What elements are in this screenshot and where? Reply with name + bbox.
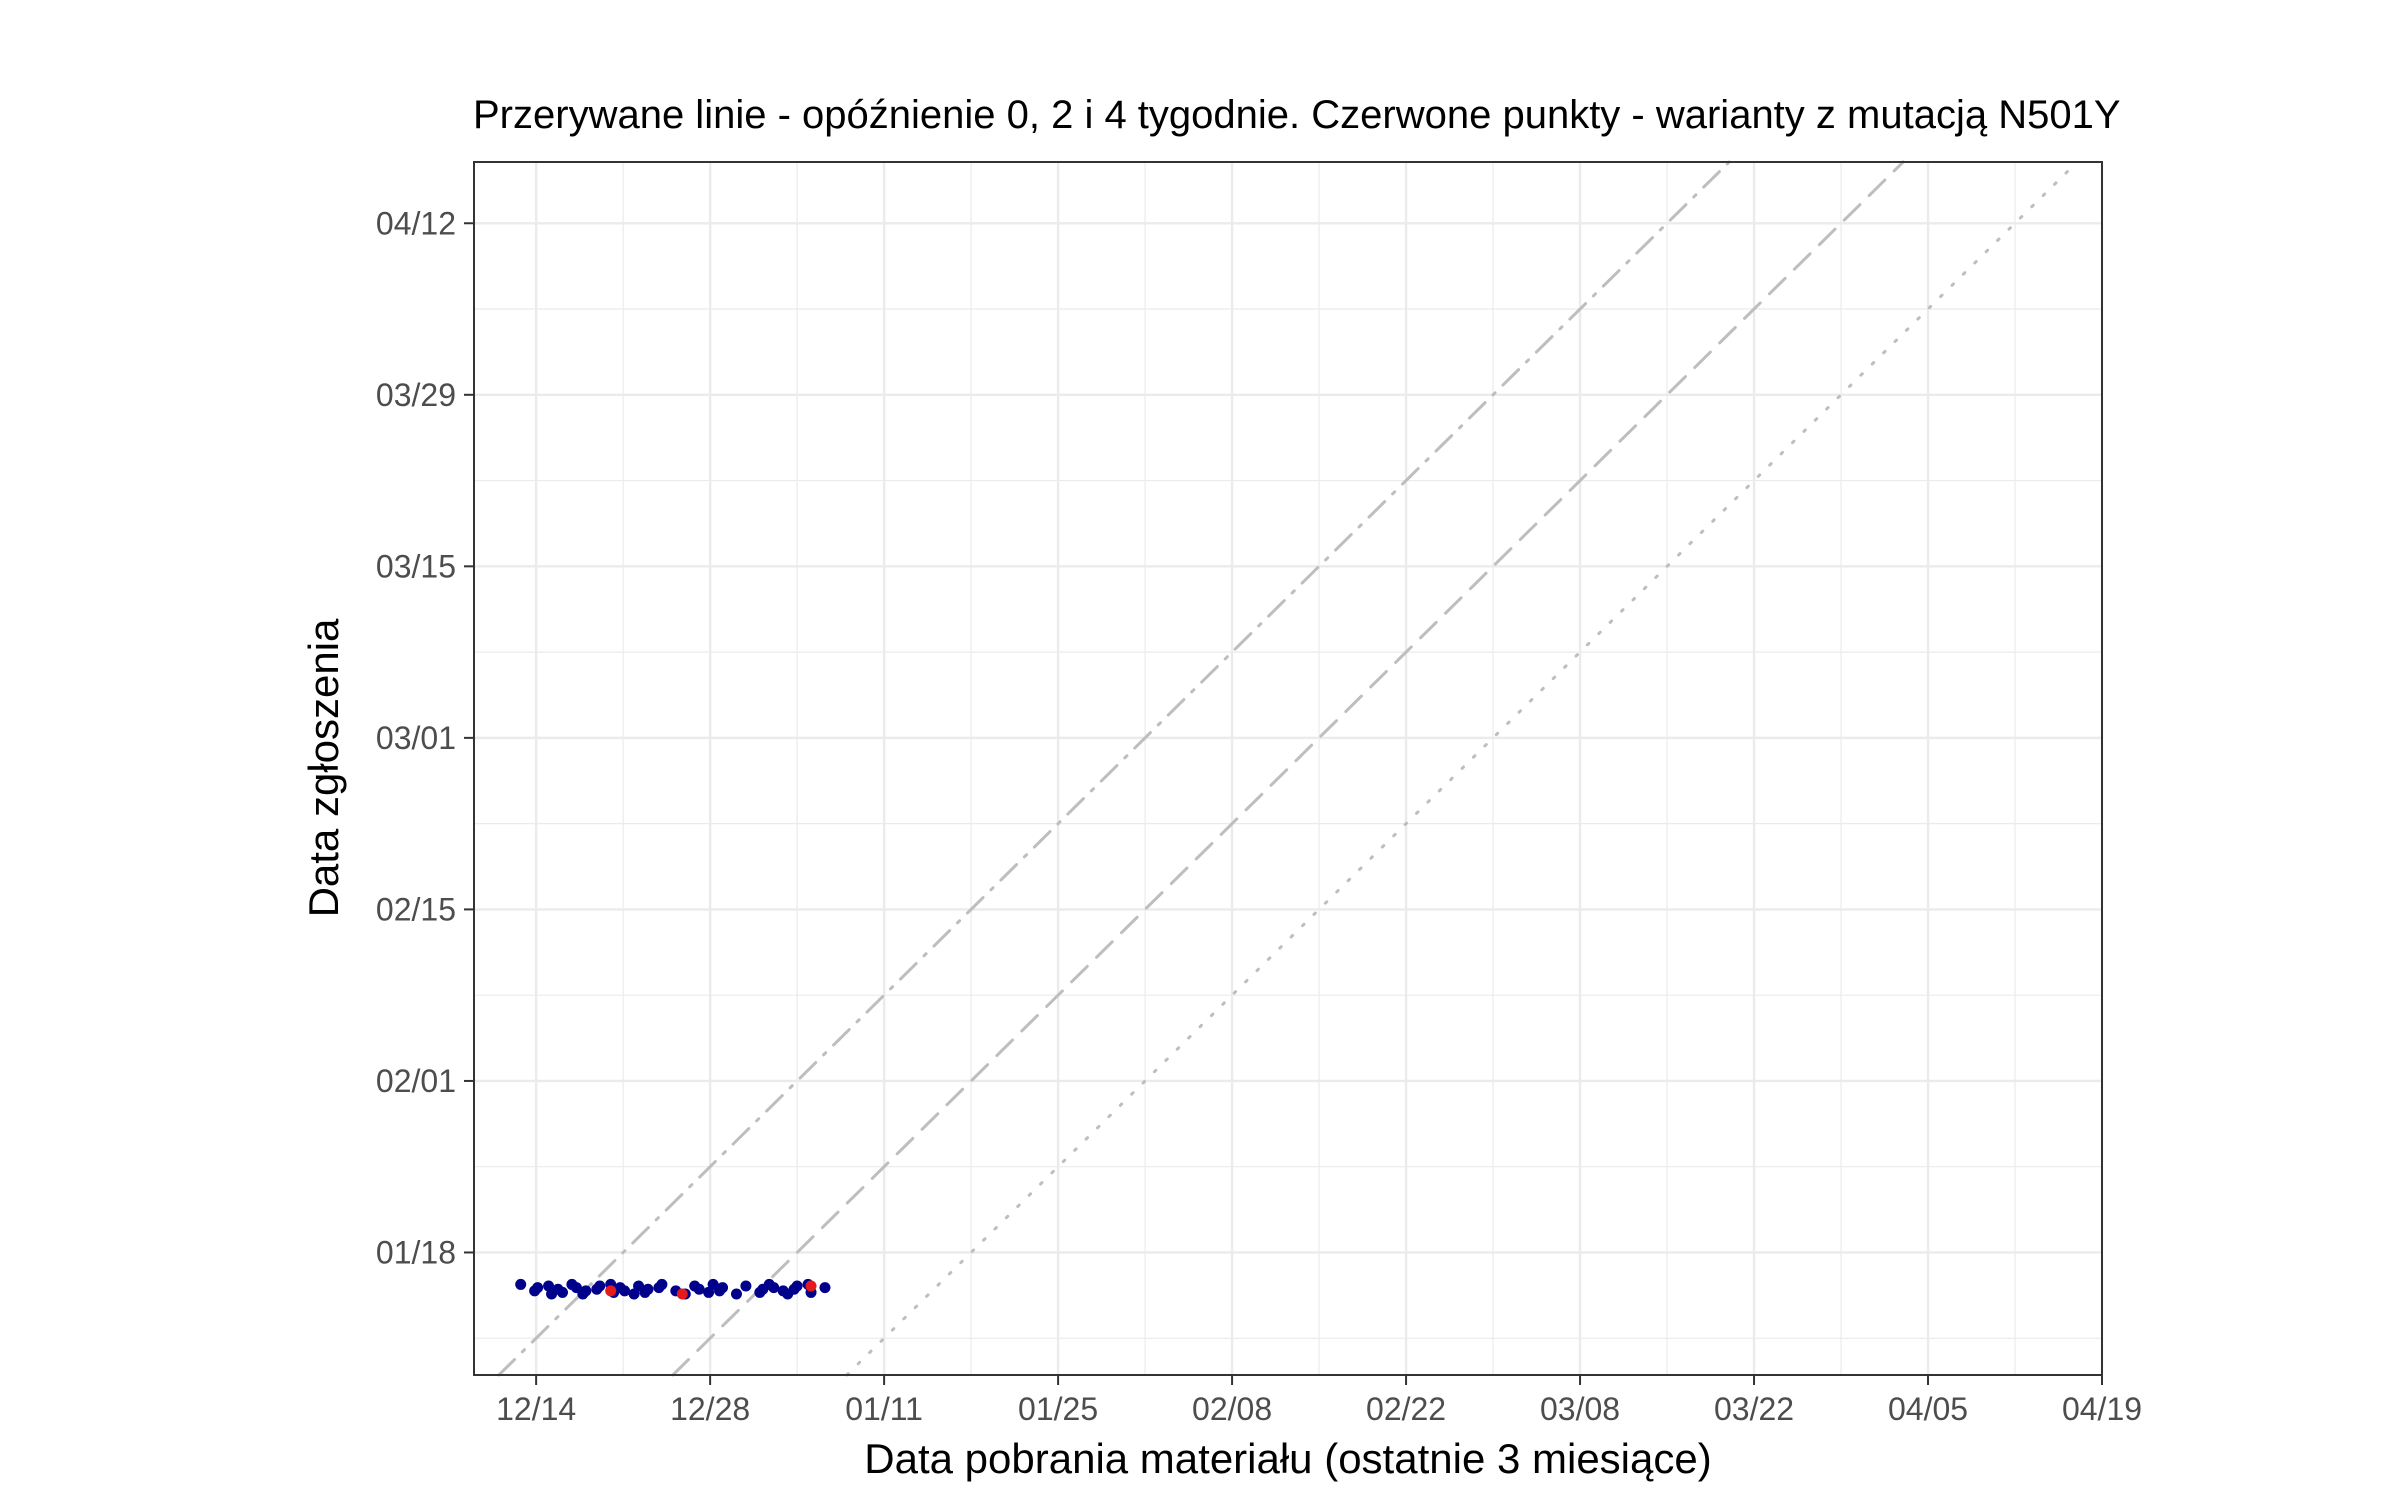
- data-point: [577, 1288, 589, 1300]
- data-point: [788, 1283, 800, 1295]
- minor-gridlines: [474, 162, 2102, 1375]
- x-tick-label: 12/28: [670, 1391, 750, 1427]
- y-tick-label: 03/29: [376, 377, 456, 413]
- data-point: [703, 1286, 715, 1298]
- delay-reference-lines: [497, 160, 2079, 1377]
- data-point: [529, 1285, 541, 1297]
- reference-line-4-weeks: [497, 160, 1731, 1377]
- y-axis-ticks: 01/18 02/01 02/15 03/01 03/15 03/29 04/12: [376, 205, 474, 1270]
- plot-border: [473, 161, 2103, 1376]
- x-tick-label: 01/25: [1018, 1391, 1098, 1427]
- data-point: [556, 1286, 568, 1298]
- data-point: [619, 1285, 631, 1297]
- data-point: [639, 1286, 651, 1298]
- reference-line-0-weeks: [845, 160, 2079, 1377]
- data-point: [653, 1282, 665, 1294]
- reference-line-2-weeks: [671, 160, 1905, 1377]
- x-tick-label: 02/08: [1192, 1391, 1272, 1427]
- y-tick-label: 02/15: [376, 891, 456, 927]
- x-tick-label: 03/22: [1714, 1391, 1794, 1427]
- data-point: [676, 1288, 688, 1300]
- x-tick-label: 04/05: [1888, 1391, 1968, 1427]
- data-point: [805, 1280, 817, 1292]
- x-axis-ticks: 12/14 12/28 01/11 01/25 02/08 02/22 03/08 03/22…: [496, 1375, 2142, 1427]
- data-points: [515, 1278, 831, 1300]
- x-tick-label: 02/22: [1366, 1391, 1446, 1427]
- x-axis-title: Data pobrania materiału (ostatnie 3 mies…: [864, 1435, 1711, 1482]
- y-tick-label: 01/18: [376, 1234, 456, 1270]
- x-tick-label: 04/19: [2062, 1391, 2142, 1427]
- data-point: [591, 1283, 603, 1295]
- data-point: [605, 1285, 617, 1297]
- data-point: [819, 1282, 831, 1294]
- data-point: [768, 1282, 780, 1294]
- x-tick-label: 12/14: [496, 1391, 576, 1427]
- data-point: [628, 1288, 640, 1300]
- y-tick-label: 03/01: [376, 720, 456, 756]
- x-tick-label: 03/08: [1540, 1391, 1620, 1427]
- data-point: [740, 1280, 752, 1292]
- x-tick-label: 01/11: [845, 1391, 923, 1427]
- data-point: [543, 1280, 555, 1292]
- data-point: [693, 1283, 705, 1295]
- y-axis-title: Data zgłoszenia: [300, 618, 347, 917]
- chart-title: Przerywane linie - opóźnienie 0, 2 i 4 t…: [473, 93, 2121, 137]
- y-tick-label: 03/15: [376, 548, 456, 584]
- y-tick-label: 02/01: [376, 1063, 456, 1099]
- data-point: [754, 1286, 766, 1298]
- y-tick-label: 04/12: [376, 205, 456, 241]
- data-point: [730, 1288, 742, 1300]
- data-point: [714, 1285, 726, 1297]
- data-point: [515, 1278, 527, 1290]
- plot-panel: [474, 162, 2102, 1375]
